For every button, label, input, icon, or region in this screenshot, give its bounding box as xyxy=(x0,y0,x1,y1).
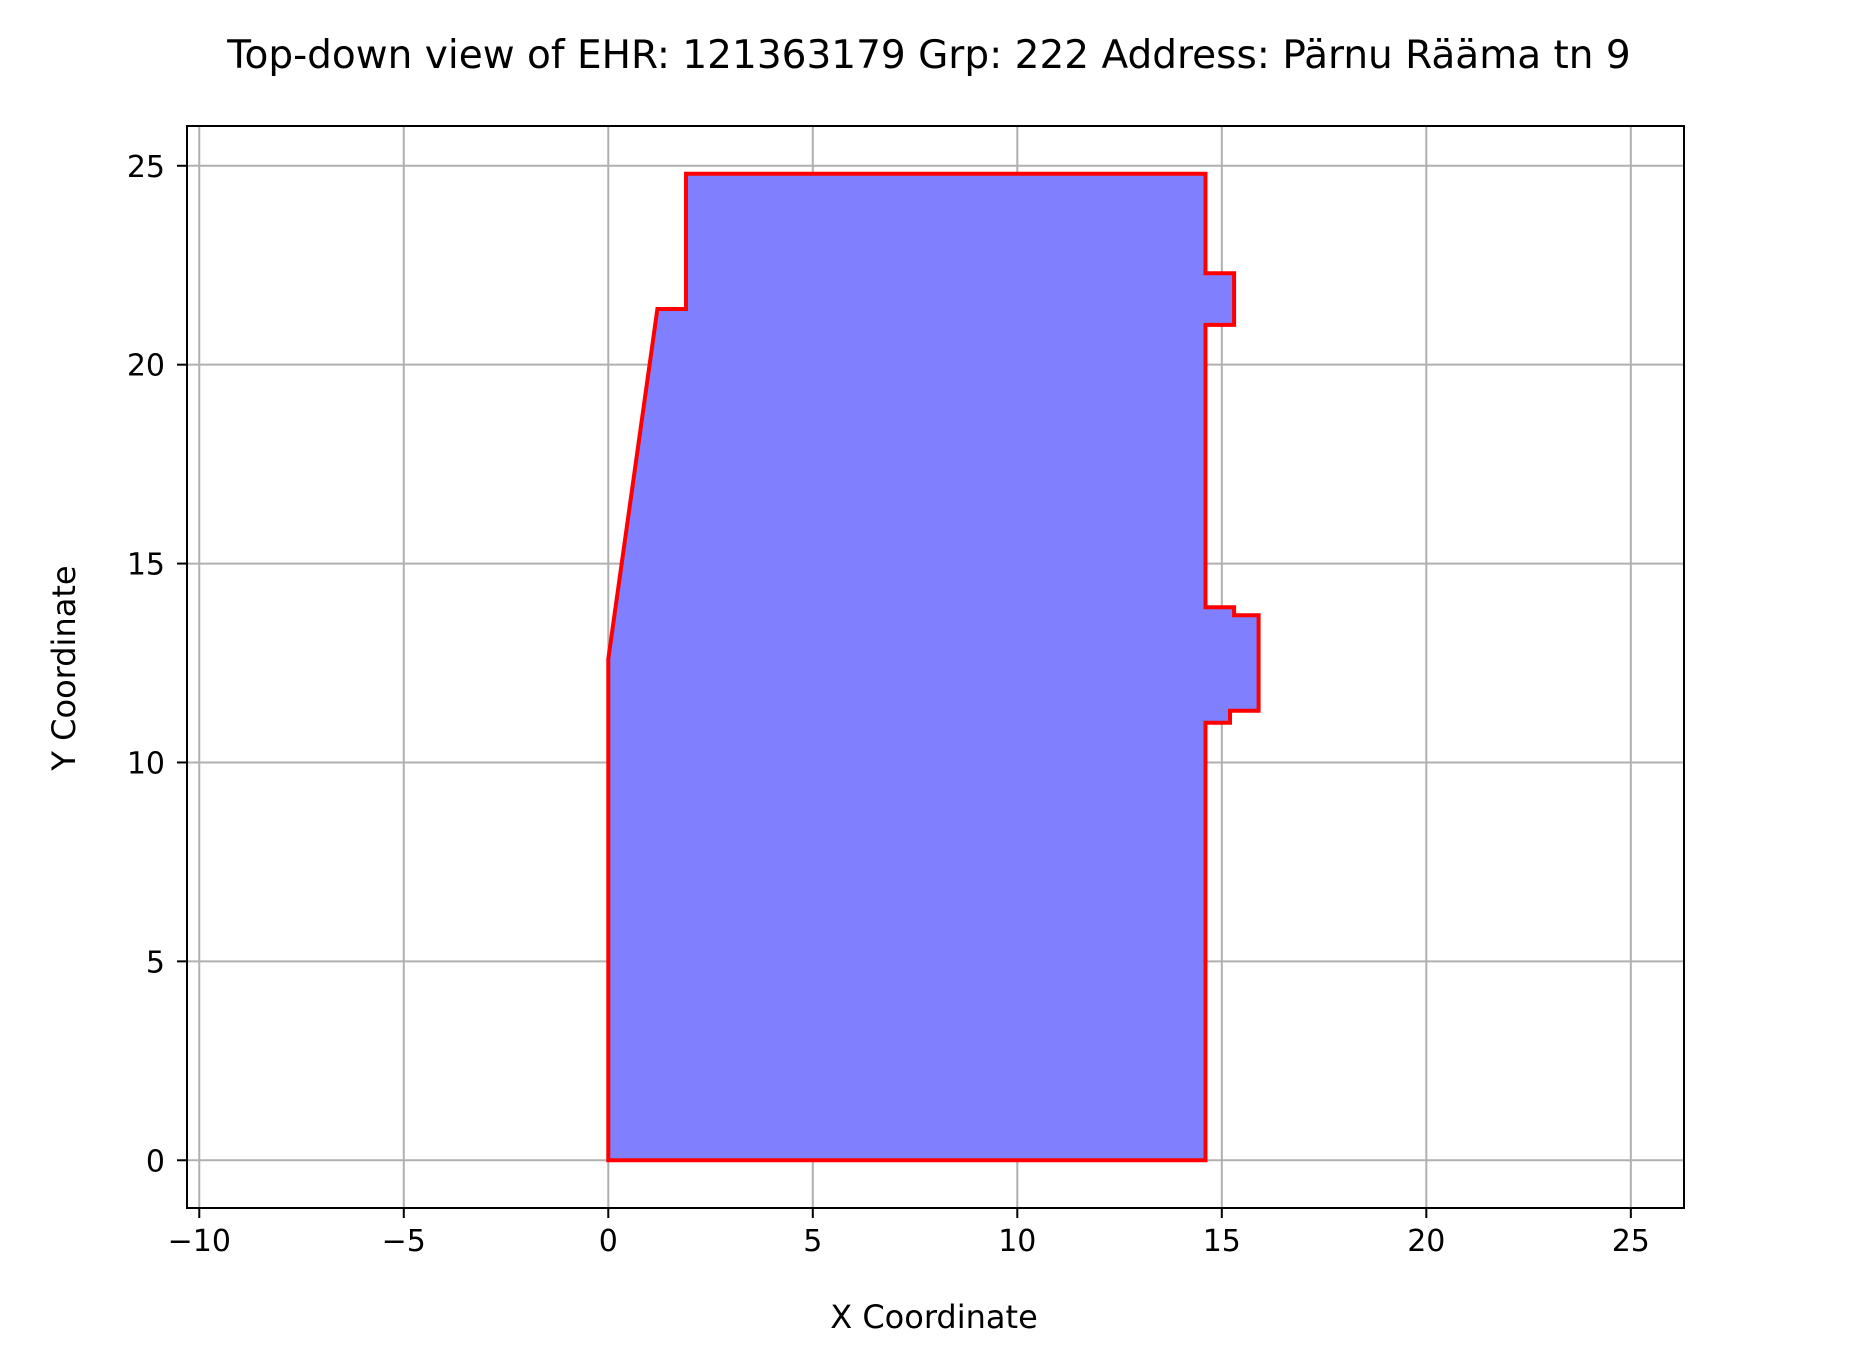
y-axis-ticks: 0 5 10 15 20 25 xyxy=(127,150,187,1179)
x-tick-label: 15 xyxy=(1203,1224,1241,1259)
x-tick-label: 0 xyxy=(599,1224,618,1259)
building-footprint-fill xyxy=(608,173,1259,1161)
axes-frame xyxy=(186,125,1685,1209)
x-axis-ticks: −10 −5 0 5 10 15 20 25 xyxy=(168,1208,1650,1259)
y-tick-label: 0 xyxy=(146,1144,165,1179)
y-tick-label: 20 xyxy=(127,349,165,384)
y-tick-label: 25 xyxy=(127,150,165,185)
plot-area xyxy=(606,171,1261,1163)
x-tick-label: 20 xyxy=(1407,1224,1445,1259)
chart-title: Top-down view of EHR: 121363179 Grp: 222… xyxy=(226,33,1630,78)
x-axis-label: X Coordinate xyxy=(830,1298,1038,1336)
y-tick-label: 5 xyxy=(146,945,165,980)
x-tick-label: 25 xyxy=(1612,1224,1650,1259)
x-tick-label: −10 xyxy=(168,1224,231,1259)
x-tick-label: 5 xyxy=(803,1224,822,1259)
y-axis-label: Y Coordinate xyxy=(45,565,83,771)
y-tick-label: 10 xyxy=(127,746,165,781)
y-tick-label: 15 xyxy=(127,548,165,583)
x-tick-label: −5 xyxy=(382,1224,426,1259)
building-footprint-outline xyxy=(606,171,1261,1163)
x-tick-label: 10 xyxy=(998,1224,1036,1259)
